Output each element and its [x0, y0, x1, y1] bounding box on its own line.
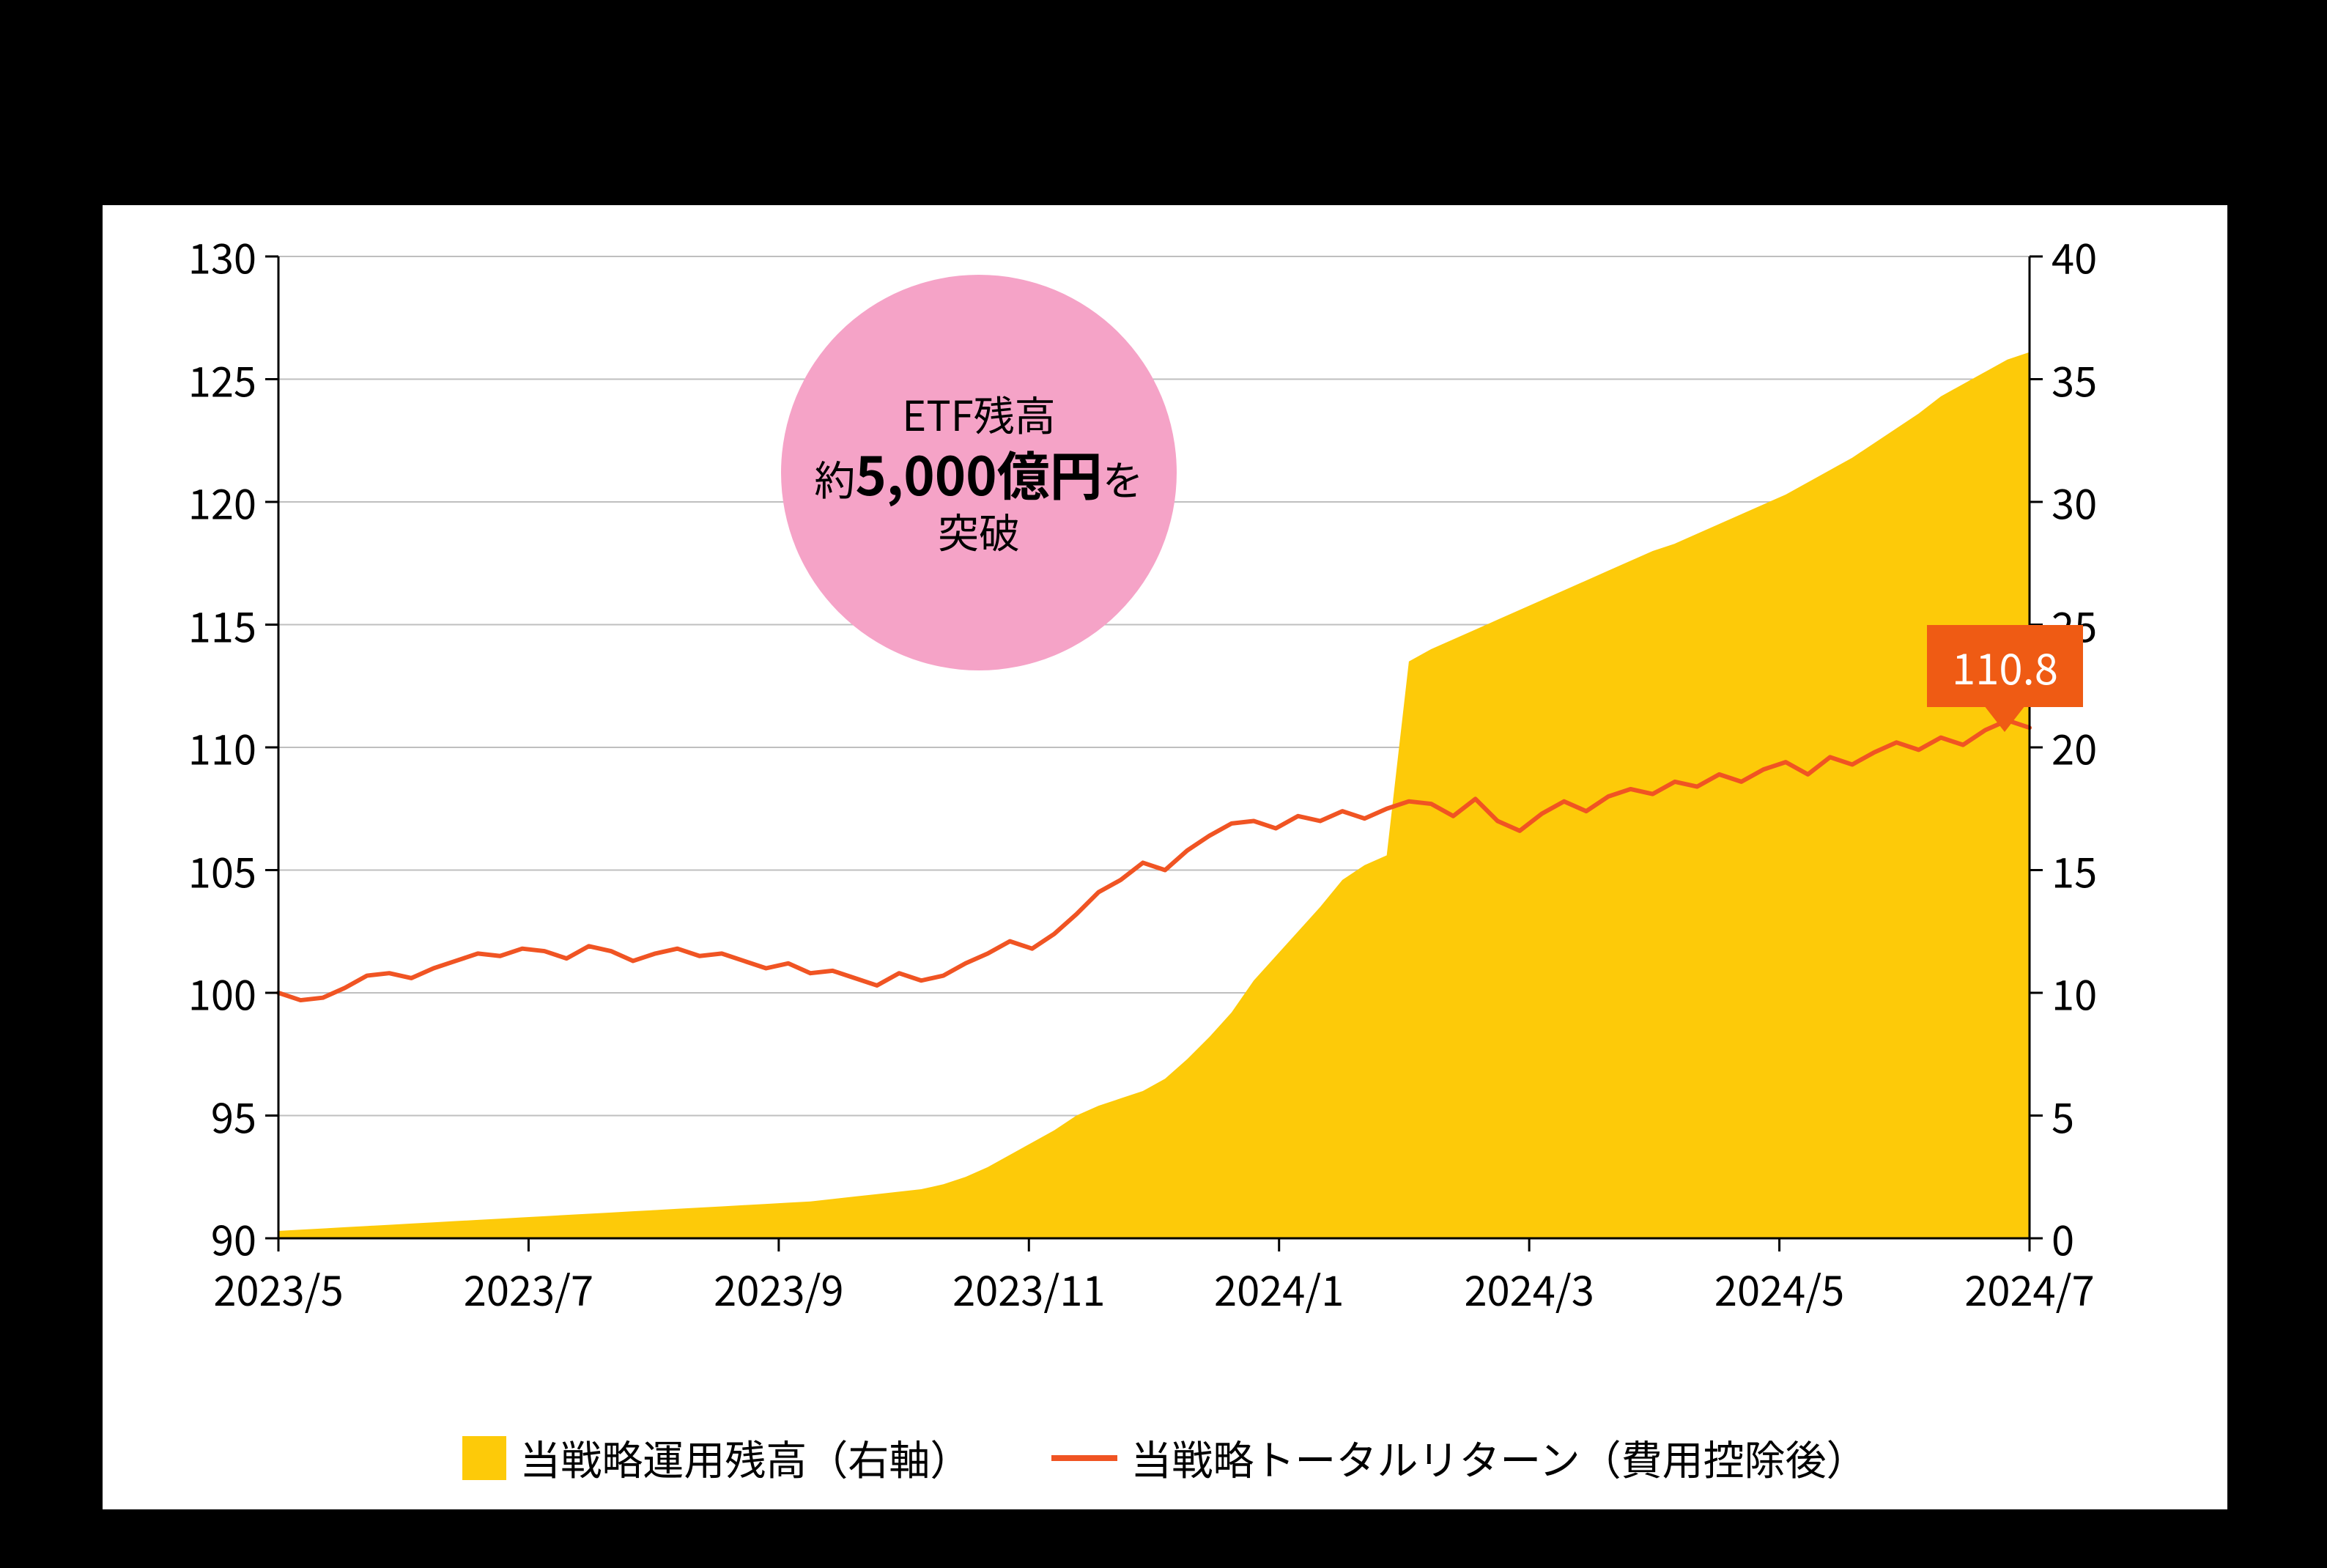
y-right-tick: 20	[2052, 718, 2097, 777]
x-tick: 2023/5	[213, 1259, 343, 1318]
callout-line2: 約5,000億円を	[814, 440, 1143, 506]
y-left-tick: 110	[154, 718, 256, 777]
legend-item-line: 当戦略トータルリターン（費用控除後）	[1051, 1428, 1867, 1487]
legend-swatch-line	[1051, 1455, 1117, 1461]
legend-swatch-area	[462, 1436, 506, 1480]
x-tick: 2024/7	[1964, 1259, 2094, 1318]
y-left-tick: 120	[154, 473, 256, 532]
x-tick: 2023/11	[952, 1259, 1105, 1318]
x-tick: 2024/1	[1214, 1259, 1344, 1318]
x-tick: 2023/9	[714, 1259, 843, 1318]
legend-item-area: 当戦略運用残高（右軸）	[462, 1428, 971, 1487]
legend-label-area: 当戦略運用残高（右軸）	[519, 1428, 971, 1487]
page-root: 当戦略運用残高（右軸） 当戦略トータルリターン（費用控除後） 909510010…	[0, 0, 2327, 1568]
chart-card: 当戦略運用残高（右軸） 当戦略トータルリターン（費用控除後） 909510010…	[103, 205, 2227, 1509]
y-right-tick: 40	[2052, 227, 2097, 286]
y-left-tick: 130	[154, 227, 256, 286]
y-left-tick: 125	[154, 350, 256, 409]
y-right-tick: 5	[2052, 1086, 2074, 1145]
x-tick: 2023/7	[464, 1259, 593, 1318]
legend-label-line: 当戦略トータルリターン（費用控除後）	[1131, 1428, 1867, 1487]
callout-line3: 突破	[938, 506, 1020, 557]
y-right-tick: 30	[2052, 473, 2097, 532]
callout-line1: ETF残高	[902, 388, 1055, 440]
y-left-tick: 115	[154, 595, 256, 654]
x-tick: 2024/5	[1714, 1259, 1844, 1318]
line-final-value-label: 110.8	[1927, 625, 2083, 707]
x-tick: 2024/3	[1464, 1259, 1594, 1318]
legend: 当戦略運用残高（右軸） 当戦略トータルリターン（費用控除後）	[103, 1428, 2227, 1487]
callout-badge: ETF残高約5,000億円を突破	[781, 275, 1177, 670]
y-left-tick: 105	[154, 840, 256, 900]
y-left-tick: 100	[154, 964, 256, 1023]
y-left-tick: 95	[154, 1086, 256, 1145]
y-right-tick: 35	[2052, 350, 2097, 409]
y-right-tick: 15	[2052, 840, 2097, 900]
y-right-tick: 10	[2052, 964, 2097, 1023]
